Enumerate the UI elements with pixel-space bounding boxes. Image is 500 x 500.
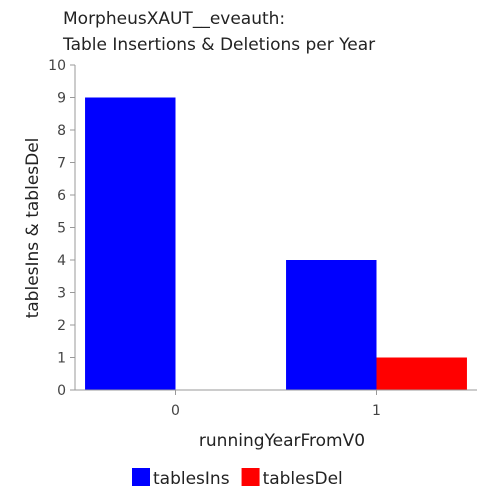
x-tick-label: 0 xyxy=(171,403,180,419)
chart-title-line-2: Table Insertions & Deletions per Year xyxy=(62,35,375,55)
y-tick-label: 9 xyxy=(57,91,66,107)
y-axis-label: tablesIns & tablesDel xyxy=(23,138,43,319)
y-axis-ticks: 0 1 2 3 4 5 6 7 8 9 10 xyxy=(48,58,75,399)
y-tick-label: 10 xyxy=(48,58,66,74)
bar-tablesIns-1 xyxy=(286,260,377,390)
bar-tablesIns-0 xyxy=(85,97,176,390)
legend: tablesIns tablesDel xyxy=(132,468,343,489)
y-tick-label: 2 xyxy=(57,318,66,334)
legend-label-tablesIns: tablesIns xyxy=(153,469,230,489)
x-axis-label: runningYearFromV0 xyxy=(199,431,365,451)
y-tick-label: 6 xyxy=(57,188,66,204)
y-tick-label: 7 xyxy=(57,156,66,172)
y-tick-label: 8 xyxy=(57,123,66,139)
y-tick-label: 0 xyxy=(57,383,66,399)
legend-swatch-tablesDel xyxy=(241,468,260,486)
legend-swatch-tablesIns xyxy=(132,468,150,486)
legend-label-tablesDel: tablesDel xyxy=(263,469,343,489)
bars-group xyxy=(85,97,467,390)
chart-title-line-1: MorpheusXAUT__eveauth: xyxy=(63,9,285,29)
y-tick-label: 4 xyxy=(57,253,66,269)
y-tick-label: 3 xyxy=(57,286,66,302)
x-tick-label: 1 xyxy=(372,403,381,419)
y-tick-label: 5 xyxy=(57,221,66,237)
y-tick-label: 1 xyxy=(57,351,66,367)
bar-tablesDel-1 xyxy=(376,357,467,390)
